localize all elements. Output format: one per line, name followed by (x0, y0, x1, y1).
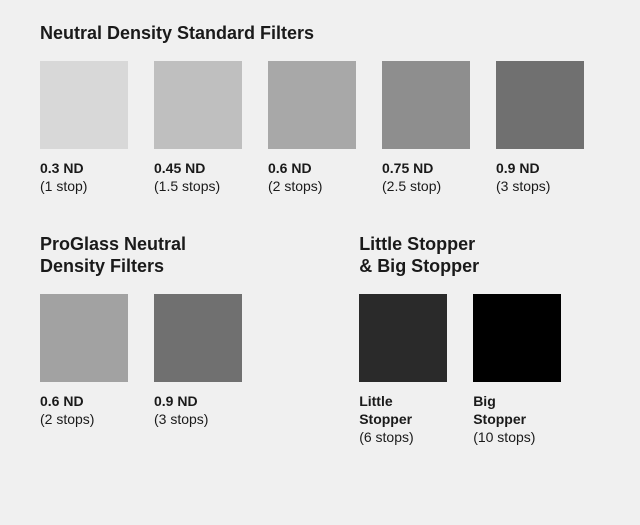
swatch-item: 0.9 ND (3 stops) (154, 294, 242, 428)
filter-swatch (382, 61, 470, 149)
proglass-title: ProGlass NeutralDensity Filters (40, 233, 359, 278)
filter-swatch (154, 61, 242, 149)
swatch-sublabel: (3 stops) (496, 177, 584, 195)
swatch-sublabel: (6 stops) (359, 428, 447, 446)
swatch-label: 0.6 ND (268, 159, 356, 177)
standard-title: Neutral Density Standard Filters (40, 22, 600, 45)
stopper-swatch-row: LittleStopper (6 stops) BigStopper (10 s… (359, 294, 600, 447)
swatch-item: BigStopper (10 stops) (473, 294, 561, 447)
swatch-label: 0.45 ND (154, 159, 242, 177)
swatch-sublabel: (2 stops) (268, 177, 356, 195)
swatch-item: 0.45 ND (1.5 stops) (154, 61, 242, 195)
swatch-item: LittleStopper (6 stops) (359, 294, 447, 447)
stopper-section: Little Stopper& Big Stopper LittleStoppe… (359, 233, 600, 447)
proglass-section: ProGlass NeutralDensity Filters 0.6 ND (… (40, 233, 359, 447)
swatch-label: 0.3 ND (40, 159, 128, 177)
filter-swatch (268, 61, 356, 149)
swatch-label: 0.6 ND (40, 392, 128, 410)
swatch-sublabel: (2 stops) (40, 410, 128, 428)
swatch-label: 0.75 ND (382, 159, 470, 177)
swatch-label: 0.9 ND (154, 392, 242, 410)
swatch-sublabel: (3 stops) (154, 410, 242, 428)
swatch-sublabel: (2.5 stop) (382, 177, 470, 195)
swatch-sublabel: (1 stop) (40, 177, 128, 195)
filter-swatch (496, 61, 584, 149)
swatch-sublabel: (1.5 stops) (154, 177, 242, 195)
swatch-item: 0.9 ND (3 stops) (496, 61, 584, 195)
swatch-label: LittleStopper (359, 392, 447, 428)
swatch-label: 0.9 ND (496, 159, 584, 177)
swatch-item: 0.6 ND (2 stops) (268, 61, 356, 195)
filter-swatch (40, 294, 128, 382)
filter-swatch (359, 294, 447, 382)
standard-swatch-row: 0.3 ND (1 stop) 0.45 ND (1.5 stops) 0.6 … (40, 61, 600, 195)
swatch-label: BigStopper (473, 392, 561, 428)
proglass-swatch-row: 0.6 ND (2 stops) 0.9 ND (3 stops) (40, 294, 359, 428)
swatch-item: 0.6 ND (2 stops) (40, 294, 128, 428)
standard-filters-section: Neutral Density Standard Filters 0.3 ND … (40, 22, 600, 195)
swatch-item: 0.3 ND (1 stop) (40, 61, 128, 195)
filter-swatch (473, 294, 561, 382)
swatch-item: 0.75 ND (2.5 stop) (382, 61, 470, 195)
filter-swatch (154, 294, 242, 382)
stopper-title: Little Stopper& Big Stopper (359, 233, 600, 278)
swatch-sublabel: (10 stops) (473, 428, 561, 446)
filter-swatch (40, 61, 128, 149)
bottom-row: ProGlass NeutralDensity Filters 0.6 ND (… (40, 233, 600, 447)
